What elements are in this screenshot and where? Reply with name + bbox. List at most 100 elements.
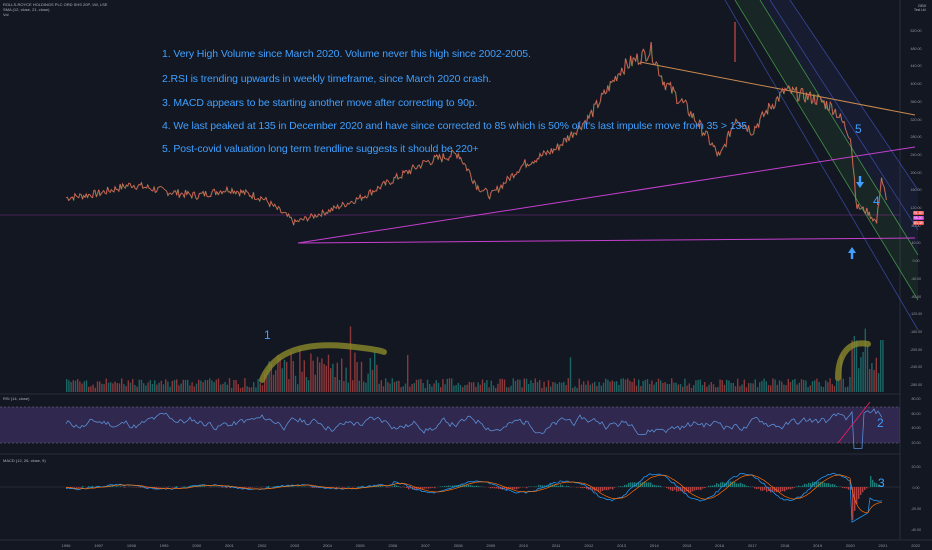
volume-bar <box>424 388 426 392</box>
macd-hist-bar <box>468 484 470 487</box>
marker-label-5: 5 <box>855 122 862 136</box>
macd-hist-bar <box>198 486 200 487</box>
volume-bar <box>96 381 99 392</box>
volume-bar <box>338 379 341 392</box>
price-tag-last: 91.80 <box>913 211 924 215</box>
volume-bar <box>699 379 701 392</box>
time-axis-label: 2018 <box>780 543 790 548</box>
volume-bar <box>519 379 521 392</box>
volume-bar <box>94 387 96 392</box>
price-axis-label: 240.00 <box>910 152 922 157</box>
volume-bar <box>572 388 574 392</box>
volume-bar <box>396 381 398 392</box>
volume-bar <box>305 377 308 392</box>
volume-bar <box>365 382 367 392</box>
volume-bar <box>785 385 787 392</box>
volume-bar <box>598 382 600 392</box>
volume-bar <box>730 382 732 392</box>
macd-hist-bar <box>702 487 704 489</box>
macd-hist-bar <box>120 486 122 487</box>
volume-bar <box>473 382 475 392</box>
macd-hist-bar <box>608 487 610 490</box>
macd-hist-bar <box>204 486 206 487</box>
volume-bar <box>873 369 875 392</box>
macd-line <box>65 472 883 523</box>
volume-bar <box>748 383 750 392</box>
volume-bar <box>385 378 387 392</box>
macd-hist-bar <box>434 487 436 489</box>
volume-bar <box>162 384 165 392</box>
macd-hist-bar <box>740 482 742 487</box>
price-axis-label: -200.00 <box>909 347 923 352</box>
volume-bar <box>209 378 211 392</box>
macd-hist-bar <box>392 486 394 487</box>
macd-hist-bar <box>156 487 158 488</box>
trendline-resistance <box>639 61 916 116</box>
macd-hist-bar <box>244 487 246 488</box>
time-axis-label: 2017 <box>747 543 757 548</box>
volume-bar <box>708 384 710 392</box>
volume-bar <box>330 368 332 392</box>
macd-hist-bar <box>802 485 804 487</box>
volume-bar <box>354 352 356 392</box>
volume-bar <box>191 382 193 392</box>
volume-bar <box>173 379 176 392</box>
volume-bar <box>466 384 468 392</box>
volume-bar <box>576 387 578 392</box>
volume-bar <box>200 380 202 392</box>
time-axis-label: 2012 <box>584 543 594 548</box>
volume-bar <box>169 386 171 392</box>
volume-bar <box>664 382 666 392</box>
volume-bar <box>752 383 754 392</box>
time-axis-label: 2009 <box>486 543 496 548</box>
volume-bar <box>556 384 558 392</box>
macd-hist-bar <box>708 485 710 487</box>
macd-hist-bar <box>658 485 660 487</box>
macd-hist-bar <box>684 487 686 493</box>
macd-hist-bar <box>92 486 94 487</box>
macd-hist-bar <box>148 487 150 489</box>
price-series <box>65 41 887 227</box>
rsi-line <box>65 408 883 449</box>
volume-bar <box>492 385 495 392</box>
price-axis-label: -120.00 <box>909 312 923 317</box>
macd-hist-bar <box>74 487 76 488</box>
macd-hist-bar <box>774 487 776 492</box>
macd-hist-bar <box>442 486 444 487</box>
volume-bar <box>649 383 651 392</box>
macd-hist-bar <box>386 487 388 488</box>
macd-hist-bar <box>874 482 876 487</box>
volume-bar <box>631 382 633 392</box>
volume-bar <box>206 380 209 392</box>
volume-bar <box>283 359 286 392</box>
volume-bar <box>184 379 187 392</box>
volume-bar <box>356 362 358 392</box>
volume-bar <box>310 353 312 392</box>
volume-bar <box>72 380 74 392</box>
macd-hist-bar <box>478 486 480 487</box>
volume-bar <box>389 383 391 392</box>
macd-hist-bar <box>872 479 874 487</box>
macd-hist-bar <box>604 487 606 490</box>
macd-hist-bar <box>586 487 588 489</box>
macd-hist-bar <box>864 487 866 490</box>
macd-hist-bar <box>834 484 836 487</box>
volume-bar <box>499 378 501 392</box>
macd-hist-bar <box>460 485 462 487</box>
volume-bar <box>644 379 646 392</box>
volume-bar <box>880 340 882 392</box>
macd-hist-bar <box>858 487 860 499</box>
volume-bar <box>783 384 785 392</box>
volume-bar <box>231 387 233 392</box>
volume-bar <box>316 356 319 392</box>
volume-bar <box>294 375 297 392</box>
volume-bar <box>805 380 807 392</box>
macd-hist-bar <box>444 486 446 487</box>
volume-bar <box>629 380 631 392</box>
volume-bar <box>433 383 435 392</box>
macd-hist-bar <box>82 486 84 487</box>
volume-bar <box>444 384 446 392</box>
macd-hist-bar <box>80 487 82 488</box>
volume-bar <box>495 388 497 392</box>
